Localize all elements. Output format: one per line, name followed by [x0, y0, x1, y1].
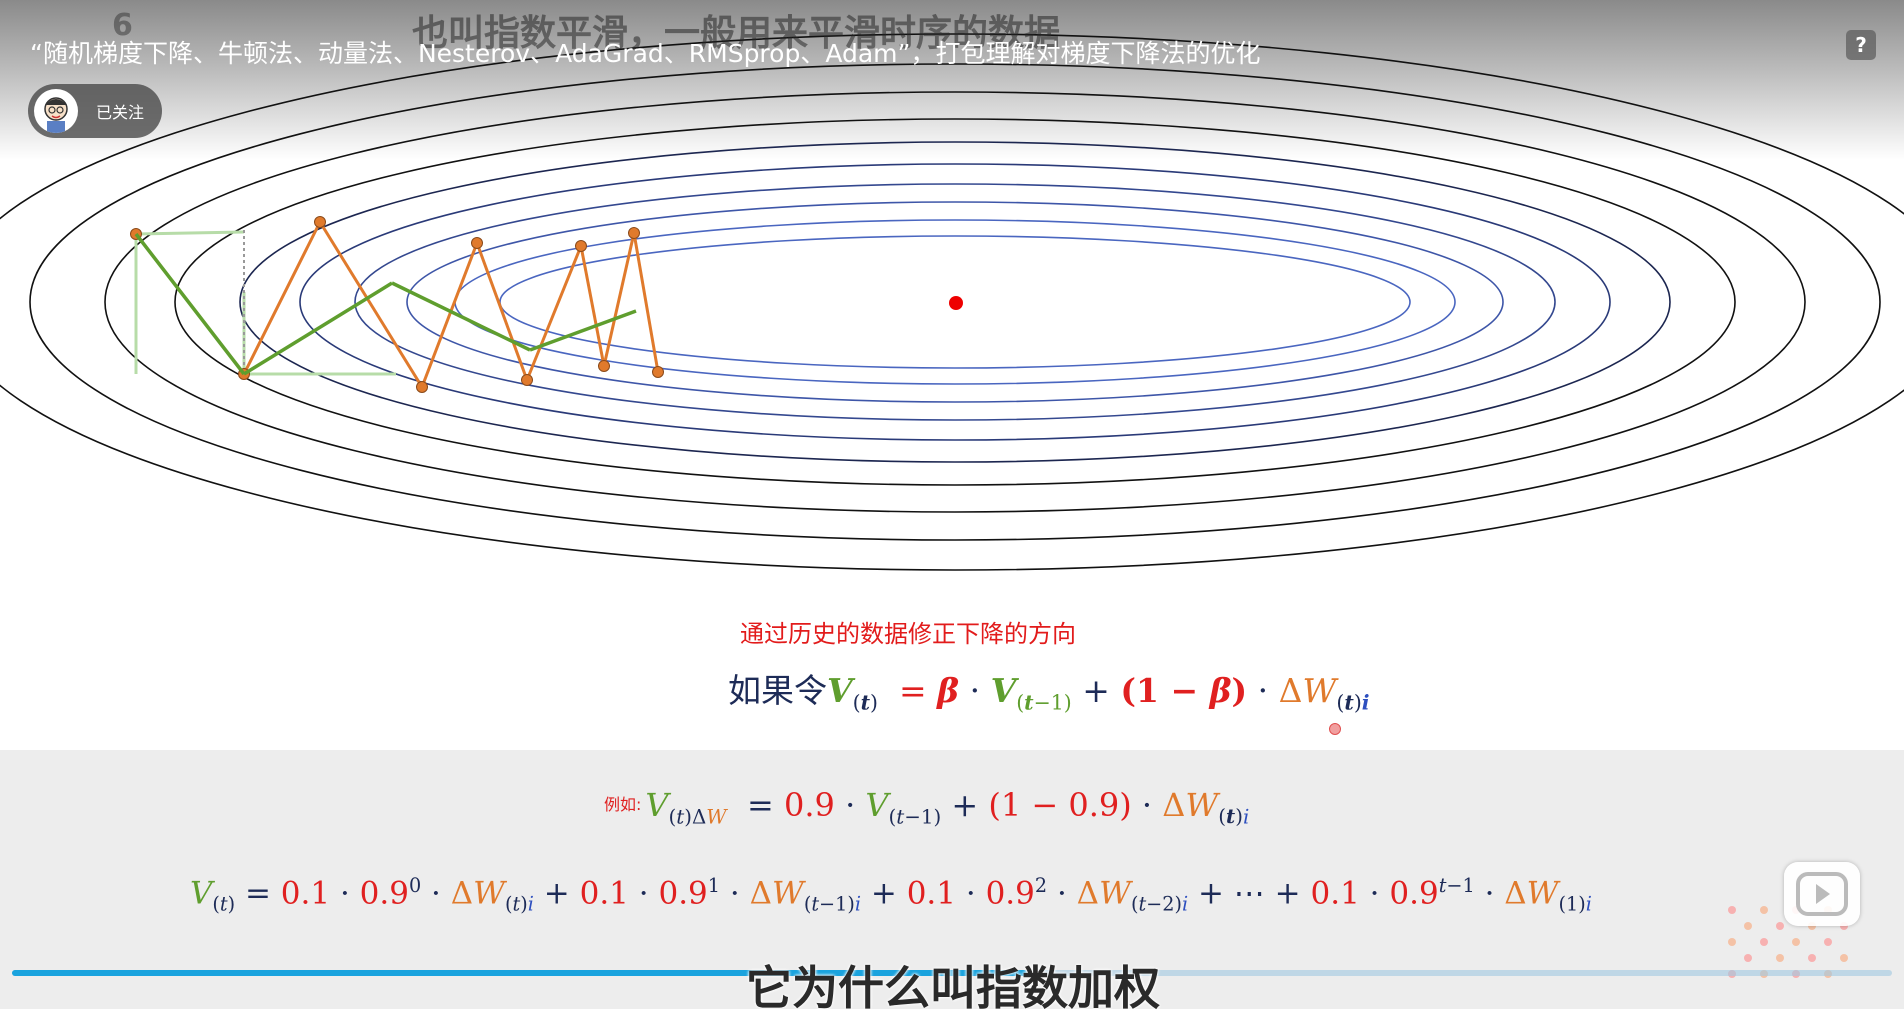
- ghost-caption: 也叫指数平滑，一般用来平滑时序的数据: [412, 13, 1061, 54]
- formula-panel: [0, 750, 1904, 1009]
- zigzag-segment: [420, 242, 479, 388]
- cursor-dot: [1329, 723, 1341, 735]
- subtitle: 它为什么叫指数加权: [746, 961, 1160, 1015]
- zigzag-segment: [632, 232, 660, 373]
- momentum-formula: 如果令V(t) = β · V(t−1) + (1 − β) · ΔW(t)i: [728, 671, 1370, 715]
- zigzag-point: [575, 240, 587, 252]
- zigzag-point: [471, 237, 483, 249]
- contour-ring: [299, 163, 1611, 441]
- momentum-segment: [243, 281, 393, 376]
- video-title: “随机梯度下降、牛顿法、动量法、Nesterov、AdaGrad、RMSprop…: [30, 39, 1261, 68]
- zigzag-point: [314, 216, 326, 228]
- logo-dot: [1744, 954, 1752, 962]
- logo-dot: [1744, 922, 1752, 930]
- contour-ring: [239, 141, 1671, 463]
- progress-fill: [12, 970, 1028, 976]
- momentum-segment: [529, 309, 637, 352]
- avatar[interactable]: [34, 89, 78, 133]
- zigzag-point: [628, 227, 640, 239]
- logo-dot: [1776, 954, 1784, 962]
- example-formula: 例如: V(t)ΔW = 0.9 · V(t−1) + (1 − 0.9) · Δ…: [604, 786, 1250, 829]
- minimum-point: [949, 296, 963, 310]
- logo-dot: [1760, 906, 1768, 914]
- zigzag-point: [521, 374, 533, 386]
- zigzag-point: [652, 366, 664, 378]
- contour-ring: [174, 118, 1736, 486]
- logo-dot: [1776, 922, 1784, 930]
- momentum-segment: [134, 232, 246, 376]
- contour-ring: [104, 91, 1806, 513]
- logo-dot: [1728, 938, 1736, 946]
- logo-dot: [1792, 938, 1800, 946]
- zigzag-point: [598, 360, 610, 372]
- logo-dot: [1728, 906, 1736, 914]
- contour-ring: [0, 33, 1904, 571]
- slide-note: 通过历史的数据修正下降的方向: [740, 620, 1076, 648]
- contour-ring: [29, 63, 1881, 541]
- progress-bar[interactable]: [12, 970, 1892, 976]
- follow-label: 已关注: [96, 103, 145, 122]
- zigzag-segment: [579, 245, 606, 367]
- example-label: 例如:: [604, 795, 642, 814]
- contour-plot: [0, 33, 1904, 571]
- zigzag-segment: [602, 232, 636, 367]
- logo-dot: [1808, 954, 1816, 962]
- play-icon[interactable]: [1784, 862, 1860, 926]
- zigzag-segment: [318, 221, 424, 388]
- component-arrow: [135, 230, 245, 236]
- logo-dot: [1760, 938, 1768, 946]
- contour-ring: [406, 201, 1504, 403]
- momentum-segment: [391, 281, 531, 352]
- contour-ring: [354, 183, 1556, 421]
- zigzag-segment: [475, 242, 529, 381]
- question-icon[interactable]: ?: [1846, 30, 1876, 60]
- logo-dot: [1824, 938, 1832, 946]
- logo-dot: [1840, 954, 1848, 962]
- top-shade: [0, 0, 1904, 160]
- follow-button[interactable]: 已关注: [28, 84, 162, 138]
- zigzag-segment: [242, 221, 322, 375]
- expanded-formula: V(t) = 0.1 · 0.90 · ΔW(t)i + 0.1 · 0.91 …: [190, 874, 1592, 916]
- ghost-number: 6: [112, 8, 133, 43]
- zigzag-segment: [525, 245, 583, 381]
- zigzag-point: [416, 381, 428, 393]
- formula-prefix: 如果令: [728, 671, 827, 710]
